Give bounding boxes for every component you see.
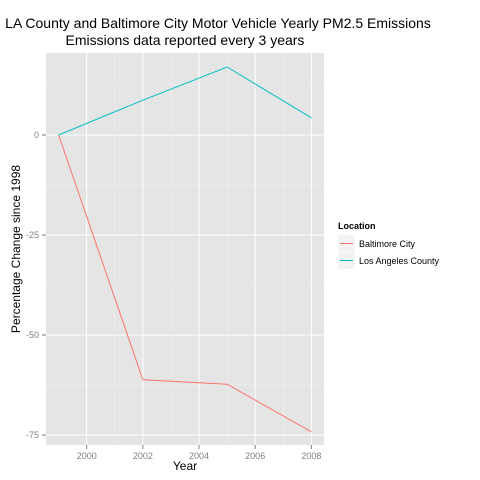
series-line-1 [58, 66, 312, 136]
x-tick-label: 2004 [189, 451, 209, 461]
legend-title: Location [338, 221, 376, 231]
x-tick-label: 2002 [133, 451, 153, 461]
y-axis-ticks: 0 -25 -50 -75 [26, 130, 46, 440]
legend: Location Baltimore City Los Angeles Count… [337, 221, 440, 270]
plot-panel [46, 53, 324, 445]
y-tick-label: -50 [26, 330, 39, 340]
x-tick-label: 2008 [301, 451, 321, 461]
x-axis-ticks: 2000 2002 2004 2006 2008 [77, 445, 321, 461]
series-layer [58, 66, 312, 433]
series-line-0 [58, 134, 312, 433]
x-axis-title: Year [173, 459, 197, 473]
x-tick-label: 2000 [77, 451, 97, 461]
y-tick-label: -75 [26, 430, 39, 440]
legend-label: Baltimore City [359, 239, 416, 249]
y-axis-title: Percentage Change since 1998 [9, 165, 23, 333]
chart-title: LA County and Baltimore City Motor Vehic… [5, 15, 431, 31]
legend-items: Baltimore City Los Angeles County [337, 234, 440, 270]
x-tick-label: 2006 [245, 451, 265, 461]
legend-label: Los Angeles County [359, 256, 440, 266]
chart-subtitle: Emissions data reported every 3 years [66, 32, 305, 48]
y-tick-label: -25 [26, 230, 39, 240]
y-tick-label: 0 [34, 130, 39, 140]
